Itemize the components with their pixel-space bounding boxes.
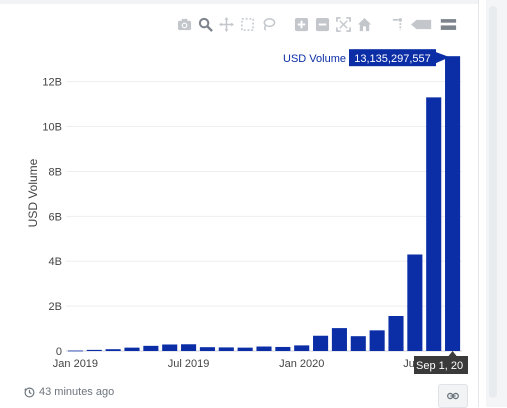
closest-hover-icon[interactable] xyxy=(438,16,458,33)
bar-2020-09[interactable] xyxy=(445,56,461,351)
hover-value-pointer xyxy=(436,52,450,64)
bar-2020-07[interactable] xyxy=(407,254,423,351)
autoscale-icon[interactable] xyxy=(335,16,352,33)
bar-2019-09[interactable] xyxy=(218,347,234,351)
zoom-icon[interactable] xyxy=(197,16,214,33)
bar-2020-02[interactable] xyxy=(313,335,329,351)
x-tick-label: Jan 2020 xyxy=(279,358,324,370)
y-tick-label: 10B xyxy=(42,122,62,134)
chart-plot[interactable]: 0 2B 4B 6B 8B 10B 12B Jan 2019 Jul 2019 Jan 2020… xyxy=(0,0,478,380)
box-select-icon[interactable] xyxy=(239,16,256,33)
x-tick-label: Jan 2019 xyxy=(53,358,98,370)
modebar xyxy=(176,14,458,34)
bar-2019-06[interactable] xyxy=(162,344,178,351)
bar-2020-01[interactable] xyxy=(294,345,310,351)
link-icon xyxy=(447,392,459,400)
y-tick-label: 0 xyxy=(56,346,62,358)
y-axis-title: USD Volume xyxy=(26,158,40,227)
hover-x-label-box xyxy=(414,356,468,374)
y-tick-label: 4B xyxy=(49,256,62,268)
hover-x-label-pointer xyxy=(448,351,457,356)
hover-value-box xyxy=(349,49,436,67)
spike-lines-icon[interactable] xyxy=(389,16,406,33)
zoom-out-icon[interactable] xyxy=(314,16,331,33)
hover-tooltip-layer: USD Volume 13,135,297,557 Sep 1, 20 xyxy=(283,49,468,374)
bar-2020-04[interactable] xyxy=(350,336,366,351)
bar-layer xyxy=(67,56,461,352)
link-button[interactable] xyxy=(438,384,468,408)
bar-2020-08[interactable] xyxy=(426,97,442,351)
bar-2019-10[interactable] xyxy=(237,347,253,351)
y-tick-label: 6B xyxy=(49,211,62,223)
x-tick-label: Jul 2019 xyxy=(168,358,210,370)
pan-icon[interactable] xyxy=(218,16,235,33)
bar-2019-12[interactable] xyxy=(275,346,291,351)
y-tick-label: 12B xyxy=(42,77,62,89)
camera-icon[interactable] xyxy=(176,16,193,33)
y-tick-label: 8B xyxy=(49,166,62,178)
y-tick-label: 2B xyxy=(49,301,62,313)
bar-2019-02[interactable] xyxy=(86,349,102,351)
bar-2020-03[interactable] xyxy=(331,328,347,351)
zoom-in-icon[interactable] xyxy=(293,16,310,33)
bar-2019-01[interactable] xyxy=(67,350,83,352)
timestamp: 43 minutes ago xyxy=(39,386,115,398)
hover-series-label: USD Volume xyxy=(283,53,346,65)
bar-2019-11[interactable] xyxy=(256,346,272,351)
bar-2019-05[interactable] xyxy=(143,345,159,351)
footer: 43 minutes ago xyxy=(24,386,114,398)
home-icon[interactable] xyxy=(356,16,373,33)
scrollbar[interactable] xyxy=(489,6,497,398)
hover-value-text: 13,135,297,557 xyxy=(354,53,430,65)
y-axis-ticks: 0 2B 4B 6B 8B 10B 12B xyxy=(42,77,62,358)
clock-icon xyxy=(24,387,35,397)
hover-x-label-text: Sep 1, 20 xyxy=(416,360,463,372)
card-top-strip xyxy=(0,0,478,4)
grid-layer xyxy=(66,81,462,352)
bar-2020-05[interactable] xyxy=(369,330,385,351)
bar-2019-08[interactable] xyxy=(199,347,215,351)
bar-2019-04[interactable] xyxy=(124,347,140,351)
compare-hover-icon[interactable] xyxy=(410,16,434,33)
bar-2019-03[interactable] xyxy=(105,349,121,351)
bar-2019-07[interactable] xyxy=(181,344,197,351)
bar-2020-06[interactable] xyxy=(388,315,404,351)
chart-card: 0 2B 4B 6B 8B 10B 12B Jan 2019 Jul 2019 Jan 2020… xyxy=(0,0,479,408)
lasso-icon[interactable] xyxy=(260,16,277,33)
